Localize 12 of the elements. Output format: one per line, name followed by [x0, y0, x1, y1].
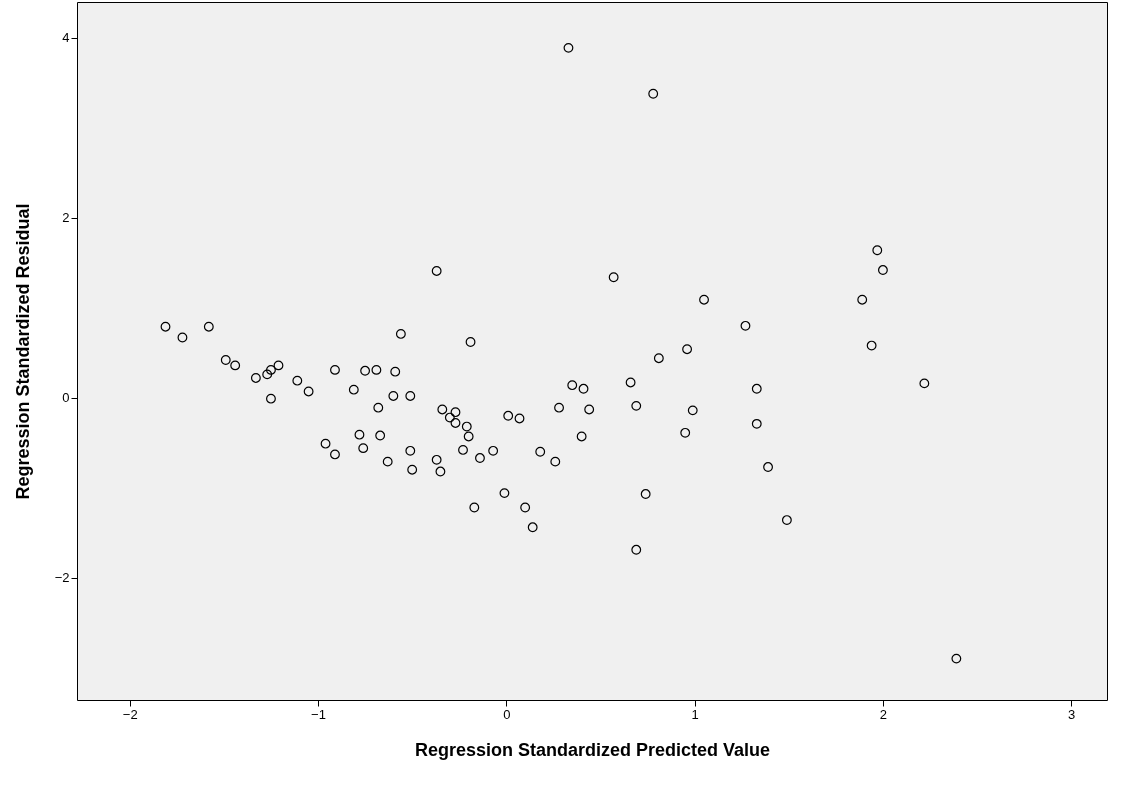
x-tick-label: 3 — [1068, 706, 1076, 722]
y-tick-label: 4 — [62, 30, 70, 46]
x-tick-label: −2 — [122, 706, 138, 722]
x-tick-label: −1 — [311, 706, 326, 722]
x-tick-label: 2 — [879, 706, 888, 722]
x-axis-title: Regression Standardized Predicted Value — [414, 739, 771, 760]
y-axis-title: Regression Standardized Residual — [12, 203, 33, 500]
y-tick-label: −2 — [54, 570, 70, 586]
y-tick-label: 0 — [62, 390, 70, 406]
y-tick-label: 2 — [62, 210, 70, 226]
x-tick-label: 1 — [691, 706, 699, 722]
x-tick-label: 0 — [503, 706, 511, 722]
